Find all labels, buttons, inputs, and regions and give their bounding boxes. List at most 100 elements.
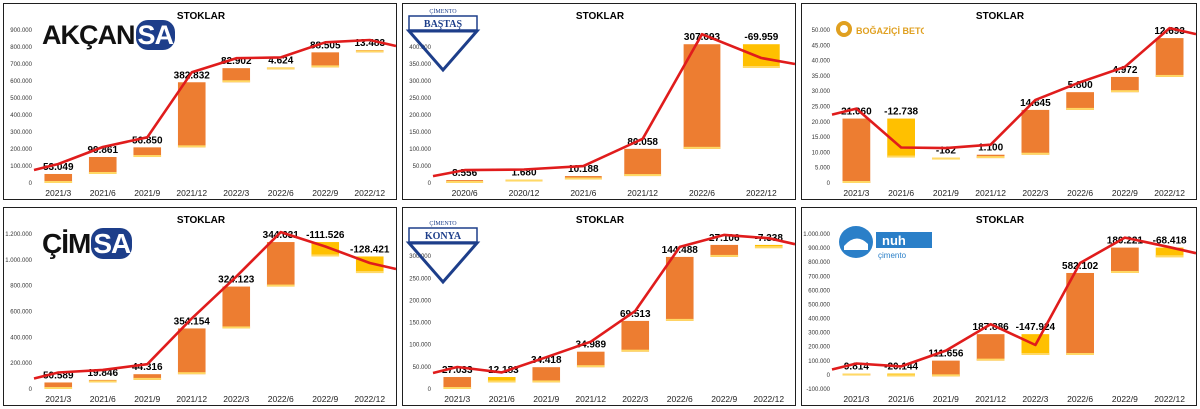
- x-tick-label: 2021/3: [45, 394, 71, 404]
- y-tick-label: 0: [428, 387, 432, 393]
- bar-base-highlight: [932, 157, 960, 160]
- y-tick-label: 35.000: [812, 74, 831, 80]
- y-tick-label: 45.000: [812, 43, 831, 49]
- data-label: 4.972: [1112, 65, 1137, 76]
- y-tick-label: 200.000: [409, 113, 431, 119]
- data-label: 180.221: [1107, 236, 1144, 247]
- x-tick-label: 2022/9: [312, 188, 338, 198]
- data-label: 12.693: [1154, 26, 1185, 37]
- y-tick-label: -100.000: [806, 387, 830, 393]
- x-tick-label: 2022/12: [1154, 188, 1185, 198]
- x-tick-label: 2022/6: [1067, 188, 1093, 198]
- x-tick-label: 2022/9: [1112, 394, 1138, 404]
- x-tick-label: 2021/12: [176, 188, 207, 198]
- data-label: 144.488: [662, 245, 699, 256]
- y-tick-label: 250.000: [409, 96, 431, 102]
- svg-text:BAŞTAŞ: BAŞTAŞ: [424, 19, 463, 30]
- chart-panel-konya: STOKLAR 0 50.000 100.000 150.000 200.000 250.0…: [402, 207, 796, 406]
- waterfall-bar: [742, 44, 780, 69]
- x-tick-label: 2021/12: [176, 394, 207, 404]
- bar-base-highlight: [1021, 353, 1050, 356]
- x-tick-label: 2021/12: [575, 394, 606, 404]
- x-tick-label: 2022/9: [312, 394, 338, 404]
- bar-base-highlight: [505, 179, 543, 182]
- x-tick-label: 2022/6: [268, 394, 294, 404]
- y-tick-label: 25.000: [812, 105, 831, 111]
- nuh-cimento-logo-icon: nuh çimento: [839, 226, 932, 260]
- chart-title: STOKLAR: [976, 215, 1025, 226]
- svg-text:çimento: çimento: [878, 251, 907, 260]
- waterfall-bar: [621, 320, 650, 352]
- bar-base-highlight: [742, 66, 780, 69]
- x-tick-label: 2022/12: [354, 188, 385, 198]
- y-tick-label: 400.000: [10, 113, 32, 119]
- bastas-logo-icon: ÇİMENTO BAŞTAŞ: [405, 8, 481, 73]
- bar-base-highlight: [446, 181, 484, 183]
- y-tick-label: 5.000: [815, 166, 831, 172]
- x-tick-label: 2021/9: [533, 394, 559, 404]
- bar-base-highlight: [564, 177, 602, 180]
- waterfall-bar: [133, 147, 162, 158]
- y-tick-label: 800.000: [808, 260, 830, 266]
- waterfall-chart-cimsa: STOKLAR 0 200.000 400.000 600.000 800.000 1.00…: [5, 215, 397, 404]
- bar-base-highlight: [1111, 270, 1139, 273]
- x-tick-label: 2021/3: [843, 188, 869, 198]
- x-tick-label: 2022/6: [1067, 394, 1093, 404]
- x-tick-label: 2021/9: [933, 188, 959, 198]
- bar-base-highlight: [1021, 152, 1050, 155]
- y-tick-label: 250.000: [409, 276, 431, 282]
- data-label: 8.556: [452, 168, 477, 179]
- x-tick-label: 2021/3: [45, 188, 71, 198]
- waterfall-bar: [576, 351, 605, 368]
- bar-base-highlight: [355, 271, 384, 274]
- y-tick-label: 900.000: [808, 246, 830, 252]
- data-label: 34.989: [575, 340, 606, 351]
- y-tick-label: 100.000: [409, 343, 431, 349]
- x-tick-label: 2021/3: [843, 394, 869, 404]
- y-tick-label: 100.000: [409, 147, 431, 153]
- svg-text:ÇİMENTO: ÇİMENTO: [429, 220, 457, 227]
- waterfall-bar: [710, 244, 739, 257]
- y-tick-label: 150.000: [409, 130, 431, 136]
- x-tick-label: 2021/9: [933, 394, 959, 404]
- x-tick-label: 2021/12: [975, 394, 1006, 404]
- data-label: -12.738: [884, 107, 918, 118]
- bar-base-highlight: [88, 171, 117, 174]
- waterfall-bar: [1066, 272, 1094, 356]
- data-label: 13.483: [354, 38, 385, 49]
- bar-base-highlight: [683, 146, 721, 149]
- data-label: 344.631: [263, 230, 300, 241]
- y-tick-label: 1.000.000: [803, 232, 830, 238]
- bar-base-highlight: [487, 380, 516, 383]
- y-tick-label: 50.000: [413, 164, 432, 170]
- y-tick-label: 600.000: [10, 310, 32, 316]
- bar-base-highlight: [222, 326, 251, 329]
- x-tick-label: 2021/6: [90, 188, 116, 198]
- bar-base-highlight: [576, 365, 605, 368]
- bar-base-highlight: [621, 349, 650, 352]
- waterfall-chart-bogazici: STOKLAR 0 5.000 10.000 15.000 20.000 25.000 30.…: [812, 11, 1197, 198]
- waterfall-bar: [443, 377, 472, 389]
- y-tick-label: 100.000: [10, 164, 32, 170]
- data-label: 10.188: [568, 164, 599, 175]
- data-label: 69.513: [620, 309, 651, 320]
- x-tick-label: 2022/12: [753, 394, 784, 404]
- y-tick-label: 200.000: [10, 361, 32, 367]
- waterfall-bar: [665, 256, 694, 321]
- bar-base-highlight: [665, 318, 694, 321]
- waterfall-bar: [177, 82, 206, 148]
- chart-panel-bastas: STOKLAR 0 50.000 100.000 150.000 200.000 250.0…: [402, 3, 796, 200]
- bar-base-highlight: [1066, 107, 1094, 110]
- bogazici-beton-icon: BOĞAZİÇİ BETON: [836, 21, 924, 37]
- y-tick-label: 50.000: [413, 365, 432, 371]
- waterfall-chart-bastas: STOKLAR 0 50.000 100.000 150.000 200.000 250.0…: [409, 11, 796, 198]
- waterfall-bar: [222, 68, 251, 83]
- y-tick-label: 400.000: [409, 45, 431, 51]
- bar-base-highlight: [842, 181, 871, 183]
- waterfall-bar: [222, 286, 251, 329]
- waterfall-bar: [1155, 38, 1184, 77]
- bar-base-highlight: [311, 254, 340, 257]
- x-tick-label: 2021/3: [444, 394, 470, 404]
- chart-title: STOKLAR: [177, 11, 226, 22]
- bar-base-highlight: [1155, 255, 1184, 258]
